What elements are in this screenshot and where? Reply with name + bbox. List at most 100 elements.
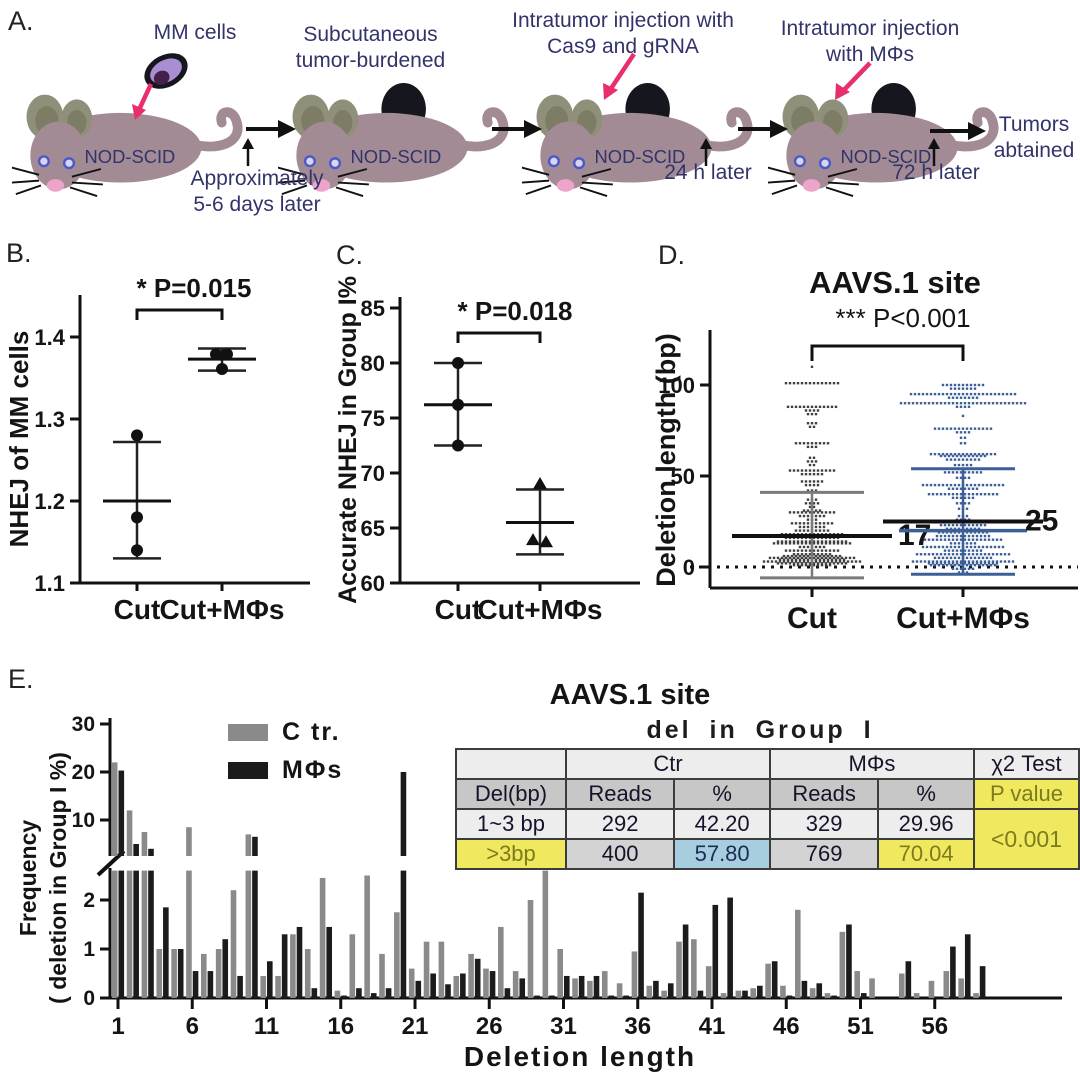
swarm-dot bbox=[993, 392, 997, 396]
swarm-dot bbox=[963, 396, 967, 399]
swarm-dot bbox=[814, 489, 818, 492]
swarm-dot bbox=[987, 560, 991, 563]
swarm-dot bbox=[947, 454, 951, 458]
swarm-dot bbox=[824, 563, 828, 567]
swarm-dot bbox=[798, 529, 802, 532]
table-cell: 329 bbox=[768, 808, 880, 840]
swarm-dot bbox=[824, 469, 828, 472]
swarm-dot bbox=[826, 554, 830, 558]
swarm-dot bbox=[969, 427, 973, 430]
swarm-dot bbox=[844, 556, 848, 560]
swarm-dot bbox=[945, 563, 949, 567]
swarm-dot bbox=[780, 562, 784, 565]
swarm-dot bbox=[973, 392, 977, 396]
swarm-dot bbox=[945, 531, 949, 534]
swarm-dot bbox=[832, 549, 836, 552]
swarm-dot bbox=[812, 425, 816, 429]
swarm-dot bbox=[826, 522, 830, 525]
bar-upper-ctr bbox=[245, 834, 252, 856]
swarm-dot bbox=[959, 436, 963, 439]
swarm-dot bbox=[812, 553, 816, 556]
swarm-dot bbox=[784, 562, 788, 565]
swarm-dot bbox=[816, 553, 820, 556]
bar-mphi bbox=[326, 926, 332, 998]
swarm-dot bbox=[770, 560, 774, 563]
swarm-dot bbox=[1003, 402, 1007, 405]
swarm-dot bbox=[786, 560, 790, 563]
swarm-dot bbox=[816, 483, 820, 487]
swarm-dot bbox=[985, 556, 989, 560]
swarm-dot bbox=[1003, 560, 1007, 563]
swarm-dot bbox=[967, 402, 971, 405]
swarm-dot bbox=[816, 563, 820, 567]
swarm-dot bbox=[939, 562, 943, 565]
swarm-dot bbox=[939, 523, 943, 527]
swarm-dot bbox=[790, 522, 794, 525]
swarm-dot bbox=[812, 502, 816, 505]
bar-mphi bbox=[979, 966, 986, 998]
step-arrow-icon bbox=[492, 120, 542, 138]
swarm-dot bbox=[830, 554, 834, 558]
bar-ctr bbox=[676, 941, 682, 998]
mouse-head bbox=[786, 121, 843, 190]
swarm-dot bbox=[971, 523, 975, 527]
swarm-dot bbox=[947, 562, 951, 565]
mouse-eye bbox=[547, 155, 560, 168]
mouse-nose bbox=[556, 179, 575, 192]
swarm-dot bbox=[941, 483, 945, 487]
mouse-strain-label: NOD-SCID bbox=[595, 146, 686, 167]
swarm-dot bbox=[810, 412, 814, 416]
swarm-dot bbox=[802, 558, 806, 561]
swarm-dot bbox=[798, 522, 802, 525]
bar-ctr bbox=[646, 985, 653, 998]
swarm-dot bbox=[1011, 402, 1015, 405]
swarm-dot bbox=[955, 396, 959, 399]
swarm-dot bbox=[971, 567, 975, 571]
swarm-dot bbox=[808, 563, 812, 567]
swarm-dot bbox=[816, 540, 820, 543]
swarm-dot bbox=[953, 483, 957, 487]
swarm-dot bbox=[973, 483, 977, 487]
swarm-dot bbox=[977, 545, 981, 549]
swarm-dot bbox=[927, 553, 931, 556]
significance-label: * P=0.018 bbox=[458, 296, 573, 326]
swarm-dot bbox=[955, 471, 959, 474]
y-tick-label: 0 bbox=[83, 987, 95, 1010]
bar-mphi bbox=[964, 934, 971, 998]
panel-d-label: D. bbox=[658, 240, 685, 270]
swarm-dot bbox=[975, 454, 979, 458]
swarm-dot bbox=[931, 402, 935, 405]
swarm-dot bbox=[969, 392, 973, 396]
swarm-dot bbox=[929, 563, 933, 567]
bar-mphi bbox=[771, 961, 778, 998]
data-point-circle bbox=[452, 357, 464, 369]
y-tick-label: 65 bbox=[361, 516, 385, 541]
swarm-dot bbox=[927, 493, 931, 496]
swarm-dot bbox=[975, 493, 979, 496]
table-row-label: 1~3 bp bbox=[455, 808, 567, 840]
swarm-dot bbox=[812, 381, 816, 385]
swarm-dot bbox=[828, 469, 832, 472]
swarm-dot bbox=[802, 554, 806, 558]
swarm-dot bbox=[943, 549, 947, 552]
panel-c-label: C. bbox=[336, 240, 363, 270]
swarm-dot bbox=[935, 538, 939, 541]
bar-mphi bbox=[341, 995, 347, 998]
deletion-summary-table: Ctr MΦs χ2 Test Del(bp) Reads % Reads % … bbox=[455, 748, 1080, 870]
swarm-dot bbox=[812, 562, 816, 565]
mouse-eye bbox=[793, 155, 806, 168]
swarm-dot bbox=[919, 402, 923, 405]
bar-mphi bbox=[653, 980, 659, 998]
mouse-strain-label: NOD-SCID bbox=[841, 146, 932, 167]
swarm-dot bbox=[955, 549, 959, 552]
swarm-dot bbox=[933, 392, 937, 396]
swarm-dot bbox=[995, 493, 999, 496]
swarm-dot bbox=[949, 545, 953, 549]
swarm-dot bbox=[975, 396, 979, 399]
swarm-dot bbox=[812, 469, 816, 472]
swarm-dot bbox=[955, 493, 959, 496]
mouse-whiskers bbox=[275, 166, 369, 197]
table-group-ctr: Ctr bbox=[565, 748, 771, 780]
swarm-dot bbox=[786, 558, 790, 561]
